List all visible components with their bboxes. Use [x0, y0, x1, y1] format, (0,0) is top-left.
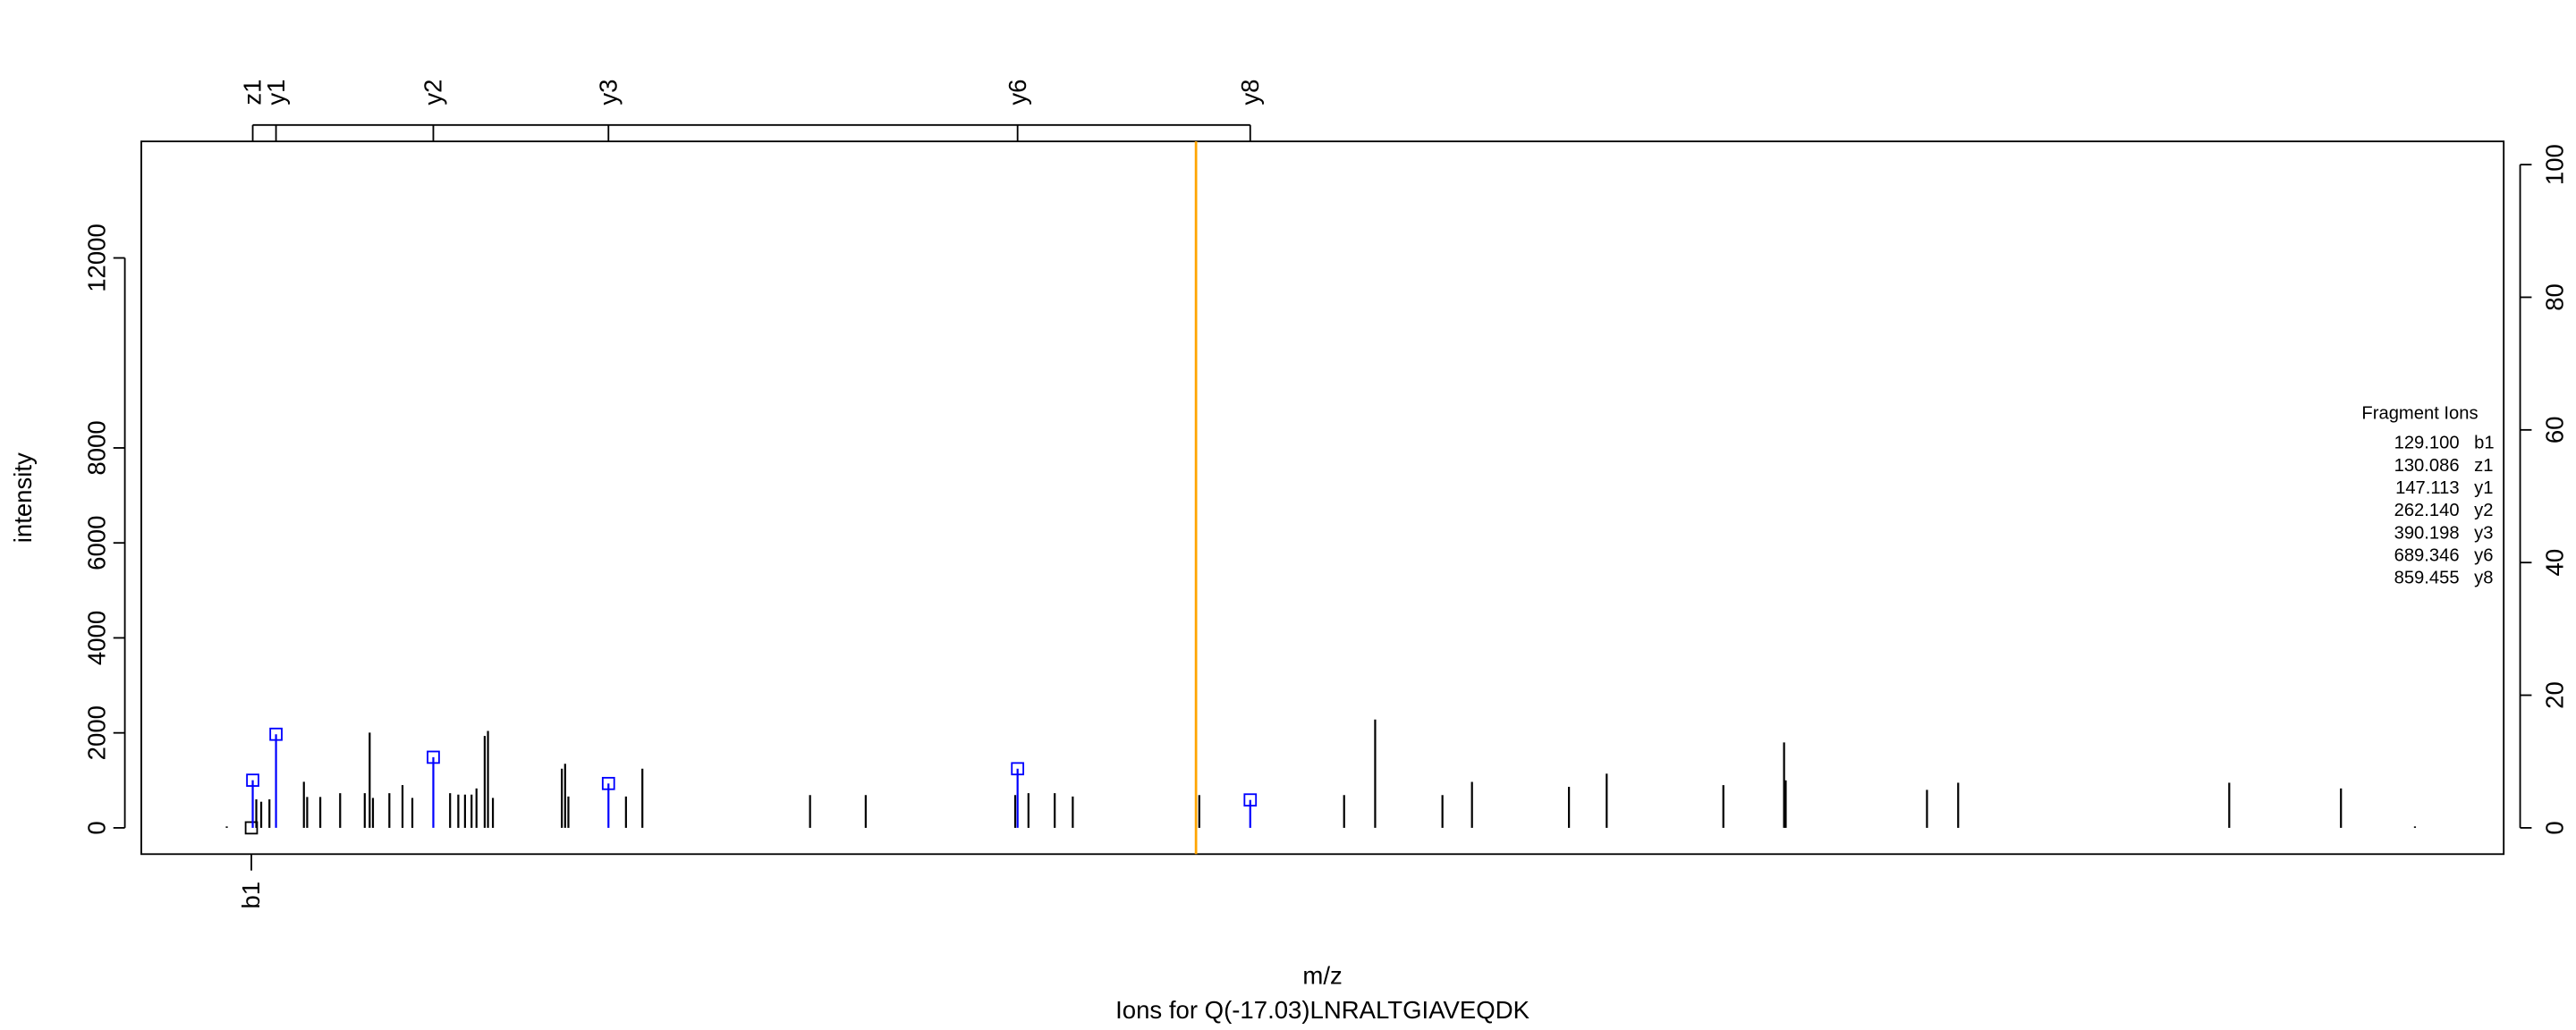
ion-marker: [1011, 762, 1025, 776]
legend-ion: y2: [2474, 501, 2493, 520]
legend-ion: z1: [2474, 456, 2493, 476]
legend-title: Fragment Ions: [2361, 404, 2478, 424]
y-axis-label: intensity: [9, 452, 37, 543]
chart-title: Ions for Q(-17.03)LNRALTGIAVEQDK: [1115, 996, 1530, 1024]
y-tick-label: 6000: [83, 516, 111, 570]
y2-tick-label: 0: [2540, 821, 2568, 834]
y-tick-label: 12000: [83, 224, 111, 292]
ion-marker: [244, 821, 258, 835]
x-axis-label: m/z: [1302, 961, 1342, 989]
legend-mz: 129.100: [2394, 434, 2460, 453]
ion-label-top: z1: [239, 79, 267, 105]
ion-label-top: y3: [594, 79, 622, 105]
y-tick-label: 4000: [83, 611, 111, 665]
ion-label-top: y2: [419, 79, 447, 105]
y2-tick-label: 40: [2540, 549, 2568, 577]
legend-mz: 147.113: [2395, 478, 2459, 498]
y2-tick-label: 80: [2540, 283, 2568, 311]
ion-label-bottom: b1: [237, 882, 265, 909]
legend-ion: b1: [2474, 434, 2494, 453]
ion-label-top: y1: [262, 79, 290, 105]
legend-ion: y8: [2474, 569, 2493, 588]
y-tick-label: 8000: [83, 420, 111, 475]
y-tick-label: 0: [83, 821, 111, 834]
legend-ion: y3: [2474, 523, 2493, 543]
y2-tick-label: 100: [2540, 144, 2568, 185]
ion-label-top: y6: [1004, 79, 1031, 105]
ion-marker: [269, 727, 283, 741]
legend-mz: 130.086: [2394, 456, 2460, 476]
ion-marker: [601, 776, 615, 790]
legend-ion: y6: [2474, 545, 2493, 565]
ion-marker: [427, 750, 440, 764]
y2-tick-label: 60: [2540, 417, 2568, 444]
legend-mz: 689.346: [2394, 545, 2460, 565]
y-tick-label: 2000: [83, 705, 111, 760]
legend-mz: 859.455: [2394, 569, 2460, 588]
legend-mz: 390.198: [2394, 523, 2460, 543]
plot-frame: [140, 140, 2505, 856]
ion-marker: [246, 773, 259, 787]
y2-tick-label: 20: [2540, 681, 2568, 709]
legend-ion: y1: [2474, 478, 2493, 498]
ion-label-top: y8: [1236, 79, 1264, 105]
ion-marker: [1243, 793, 1258, 807]
legend-mz: 262.140: [2394, 501, 2460, 520]
